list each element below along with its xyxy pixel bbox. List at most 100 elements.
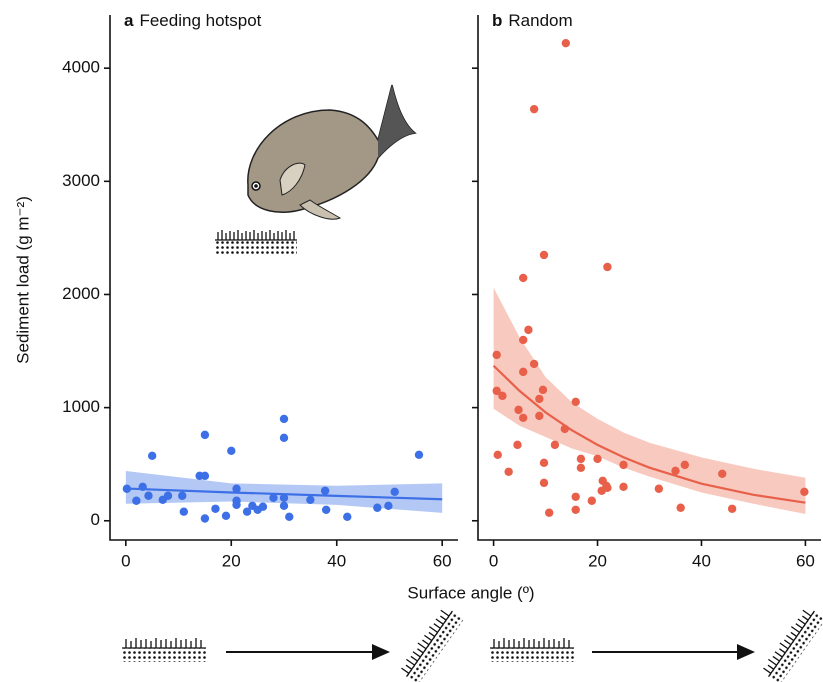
data-point	[603, 483, 612, 493]
data-point	[227, 446, 236, 456]
data-point	[200, 430, 210, 440]
data-point	[232, 500, 241, 510]
angle-icons	[122, 609, 823, 682]
data-point	[654, 484, 664, 493]
data-point	[519, 413, 528, 423]
data-point	[519, 367, 528, 377]
y-tick-label: 2000	[62, 284, 100, 303]
data-point	[727, 504, 737, 513]
data-point	[514, 405, 523, 415]
data-point	[524, 325, 533, 335]
data-point	[279, 433, 289, 443]
fish-illustration	[247, 84, 417, 220]
data-point	[576, 454, 586, 464]
data-point	[163, 491, 173, 500]
data-point	[535, 394, 544, 404]
x-tick-label: 60	[433, 551, 452, 570]
y-tick-label: 3000	[62, 171, 100, 190]
x-tick-label: 20	[588, 551, 607, 570]
confidence-band	[125, 470, 443, 513]
data-point	[306, 495, 315, 505]
data-point	[519, 335, 528, 345]
data-point	[414, 450, 424, 460]
panel-label: a	[124, 11, 134, 30]
x-tick-label: 20	[222, 551, 241, 570]
data-point	[321, 505, 331, 514]
data-point	[493, 450, 502, 460]
data-point	[179, 507, 189, 516]
data-point	[538, 385, 548, 395]
data-point	[571, 397, 580, 407]
data-point	[529, 104, 539, 114]
data-point	[529, 359, 539, 369]
panel-title-text: Feeding hotspot	[139, 11, 261, 30]
data-point	[178, 491, 187, 500]
substrate-icon	[215, 230, 297, 254]
data-point	[373, 503, 382, 512]
data-point	[211, 504, 220, 513]
data-point	[561, 38, 571, 48]
data-point	[535, 411, 544, 421]
fit-line	[125, 487, 443, 501]
y-tick-label: 4000	[62, 58, 100, 77]
data-point	[550, 440, 560, 450]
data-point	[221, 511, 231, 520]
data-point	[587, 496, 597, 505]
data-point	[200, 471, 210, 481]
data-point	[539, 458, 549, 468]
data-point	[539, 478, 549, 488]
data-point	[593, 454, 602, 464]
axes	[109, 15, 458, 541]
data-point	[144, 491, 153, 500]
data-point	[492, 350, 501, 360]
data-point	[718, 469, 727, 479]
data-point	[132, 496, 141, 505]
x-tick-label: 60	[796, 551, 815, 570]
data-point	[576, 463, 586, 473]
data-point	[519, 273, 528, 283]
data-point	[680, 460, 690, 470]
x-tick-label: 0	[121, 551, 130, 570]
data-point	[279, 493, 289, 502]
data-point	[619, 460, 628, 470]
data-point	[343, 512, 352, 522]
data-point	[619, 482, 628, 492]
data-point	[498, 391, 507, 401]
data-point	[571, 492, 580, 501]
fit-line	[492, 364, 806, 504]
x-tick-label: 40	[692, 551, 711, 570]
y-tick-label: 1000	[62, 397, 100, 416]
x-tick-label: 40	[327, 551, 346, 570]
y-axis-label: Sediment load (g m⁻²)	[13, 196, 32, 364]
data-point	[544, 508, 554, 517]
data-point	[258, 502, 268, 511]
data-point	[603, 262, 612, 272]
data-point	[200, 514, 210, 523]
panel-title: a Feeding hotspot	[124, 11, 262, 30]
data-point	[513, 440, 522, 450]
data-point	[232, 484, 241, 493]
data-point	[320, 486, 330, 495]
data-point	[269, 493, 278, 502]
data-point	[242, 507, 252, 516]
data-point	[539, 250, 549, 260]
data-point	[571, 505, 580, 514]
data-point	[285, 512, 294, 522]
panel-label: b	[492, 11, 502, 30]
data-point	[671, 466, 680, 476]
data-point	[279, 414, 289, 424]
data-point	[384, 501, 393, 511]
x-tick-label: 0	[489, 551, 498, 570]
axes	[477, 15, 821, 541]
data-point	[800, 487, 809, 496]
panel-title: b Random	[492, 11, 573, 30]
data-point	[676, 503, 685, 512]
data-point	[279, 501, 289, 511]
x-axis-label: Surface angle (º)	[407, 583, 534, 602]
data-point	[147, 451, 157, 461]
y-tick-label: 0	[91, 510, 100, 529]
data-point	[504, 467, 513, 476]
data-point	[390, 487, 399, 496]
data-point	[492, 386, 501, 396]
